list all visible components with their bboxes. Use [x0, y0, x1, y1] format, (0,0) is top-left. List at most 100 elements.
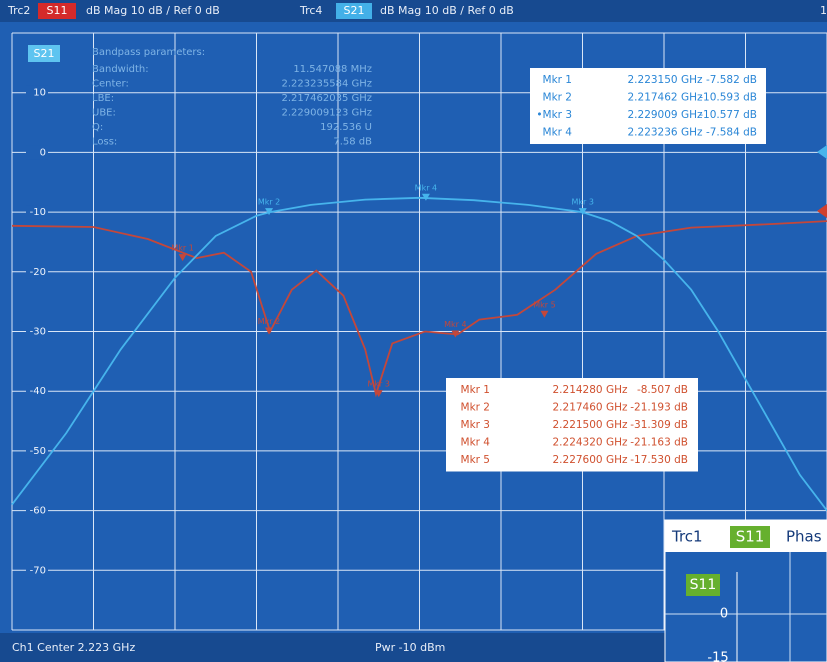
marker-table-cell: Mkr 1	[461, 384, 490, 396]
marker-label: Mkr 4	[415, 183, 437, 192]
y-tick-label: -30	[30, 327, 46, 338]
y-tick-label: 10	[33, 88, 46, 99]
marker-table-cell: Mkr 2	[461, 402, 490, 414]
marker-label: Mkr 3	[368, 380, 390, 389]
bandpass-key: Bandwidth:	[92, 64, 149, 75]
trace-label-box	[28, 45, 60, 62]
inset-label-box	[686, 574, 720, 596]
trace-name: Trc4	[299, 4, 322, 17]
inset-param: S11	[736, 528, 765, 546]
marker-table-cell: Mkr 2	[543, 92, 572, 104]
footer-channel: Ch1 Center 2.223 GHz	[12, 641, 135, 654]
inset-tick: 0	[720, 607, 728, 622]
bandpass-value: 2.223235584 GHz	[282, 79, 373, 90]
y-tick-label: -40	[30, 386, 46, 397]
y-tick-label: 0	[40, 147, 46, 158]
y-tick-label-bg	[26, 443, 48, 458]
trace-line	[11, 220, 827, 398]
inset-param-box	[730, 526, 770, 548]
marker-table-cell: 2.229009 GHz	[628, 109, 703, 121]
marker-table-cell: 2.217462 GHz	[628, 92, 703, 104]
y-tick-label-bg	[26, 205, 48, 220]
marker-table-cell: 2.214280 GHz	[553, 384, 628, 396]
y-tick-label-bg	[26, 384, 48, 399]
param: S21	[344, 4, 365, 17]
header-bar	[0, 0, 827, 22]
inset-format: Phas	[786, 528, 822, 546]
y-tick-label: -70	[30, 565, 46, 576]
footer-power: Pwr -10 dBm	[375, 641, 445, 654]
marker-label: Mkr 3	[572, 198, 594, 207]
marker-table-cell: 2.223150 GHz	[628, 74, 703, 86]
bandpass-key: Loss:	[92, 137, 117, 148]
trace-line	[11, 196, 827, 512]
marker-table-cell: Mkr 3	[461, 419, 490, 431]
marker-table-cell: 2.224320 GHz	[553, 437, 628, 449]
param: S11	[47, 4, 68, 17]
trace-format: dB Mag 10 dB / Ref 0 dB	[86, 4, 220, 17]
bandpass-title: Bandpass parameters:	[92, 47, 205, 58]
y-tick-label-bg	[26, 145, 48, 160]
ref-marker	[817, 204, 827, 218]
trace-name: Trc2	[7, 4, 30, 17]
marker-table-cell: 2.223236 GHz	[628, 127, 703, 139]
marker-table-cell: -17.530 dB	[630, 454, 688, 466]
marker-label: Mkr 4	[444, 320, 466, 329]
bandpass-key: Q:	[92, 122, 103, 133]
marker	[578, 208, 587, 216]
marker-table-cell: -21.193 dB	[630, 402, 688, 414]
channel-number: 1	[820, 4, 827, 17]
traces: Mkr 1 Mkr 2 Mkr 3 Mkr 4 Mkr 5 Mkr 2 Mkr 4 Mkr 3	[11, 183, 827, 512]
marker-label: Mkr 2	[258, 198, 280, 207]
y-tick-label: -50	[30, 446, 46, 457]
marker	[421, 193, 430, 201]
inset-trace: Trc1	[671, 528, 703, 546]
marker-table	[446, 378, 698, 472]
marker-table-cell: -7.584 dB	[706, 127, 757, 139]
marker-tables: Mkr 1 2.223150 GHz -7.582 dB Mkr 2 2.217462 …	[446, 68, 766, 472]
marker	[264, 327, 273, 335]
y-tick-label-bg	[26, 324, 48, 339]
marker-table-cell: 2.227600 GHz	[553, 454, 628, 466]
marker-table-cell: -10.577 dB	[699, 109, 757, 121]
marker	[451, 330, 460, 338]
marker	[540, 310, 549, 318]
marker-label: Mkr 5	[533, 300, 555, 309]
bandpass-key: Center:	[92, 79, 129, 90]
marker-table-cell: •Mkr 3	[536, 109, 572, 121]
y-tick-label-bg	[26, 264, 48, 279]
y-tick-label: -20	[30, 267, 46, 278]
inset-tick: -15	[707, 651, 728, 662]
marker	[265, 208, 274, 216]
bandpass-value: 192.536 U	[320, 122, 372, 133]
bandpass-info: Bandpass parameters: Bandwidth: 11.547088 …	[92, 47, 372, 148]
marker-table	[530, 68, 766, 144]
ref-marker	[817, 145, 827, 159]
marker-table-cell: -10.593 dB	[699, 92, 757, 104]
marker-table-cell: Mkr 4	[543, 127, 573, 139]
marker-table-cell: -7.582 dB	[706, 74, 757, 86]
bandpass-value: 2.229009123 GHz	[282, 108, 373, 119]
marker-label: Mkr 2	[258, 317, 280, 326]
param-box	[336, 3, 372, 19]
inset-label: S11	[690, 577, 717, 593]
bandpass-value: 2.217462035 GHz	[282, 93, 373, 104]
y-tick-label-bg	[26, 503, 48, 518]
marker-table-cell: 2.217460 GHz	[553, 402, 628, 414]
trace-label: S21	[34, 47, 55, 60]
marker-table-cell: Mkr 4	[461, 437, 491, 449]
marker-label: Mkr 1	[171, 244, 193, 253]
bandpass-value: 7.58 dB	[333, 137, 372, 148]
marker-table-cell: 2.221500 GHz	[553, 419, 628, 431]
bandpass-key: UBE:	[92, 108, 116, 119]
bandpass-key: LBE:	[92, 93, 114, 104]
marker-table-cell: -31.309 dB	[630, 419, 688, 431]
marker-table-cell: Mkr 5	[461, 454, 490, 466]
marker	[374, 390, 383, 398]
bandpass-value: 11.547088 MHz	[293, 64, 372, 75]
y-tick-label-bg	[26, 563, 48, 578]
marker-table-cell: -8.507 dB	[637, 384, 688, 396]
y-tick-label: -10	[30, 207, 46, 218]
